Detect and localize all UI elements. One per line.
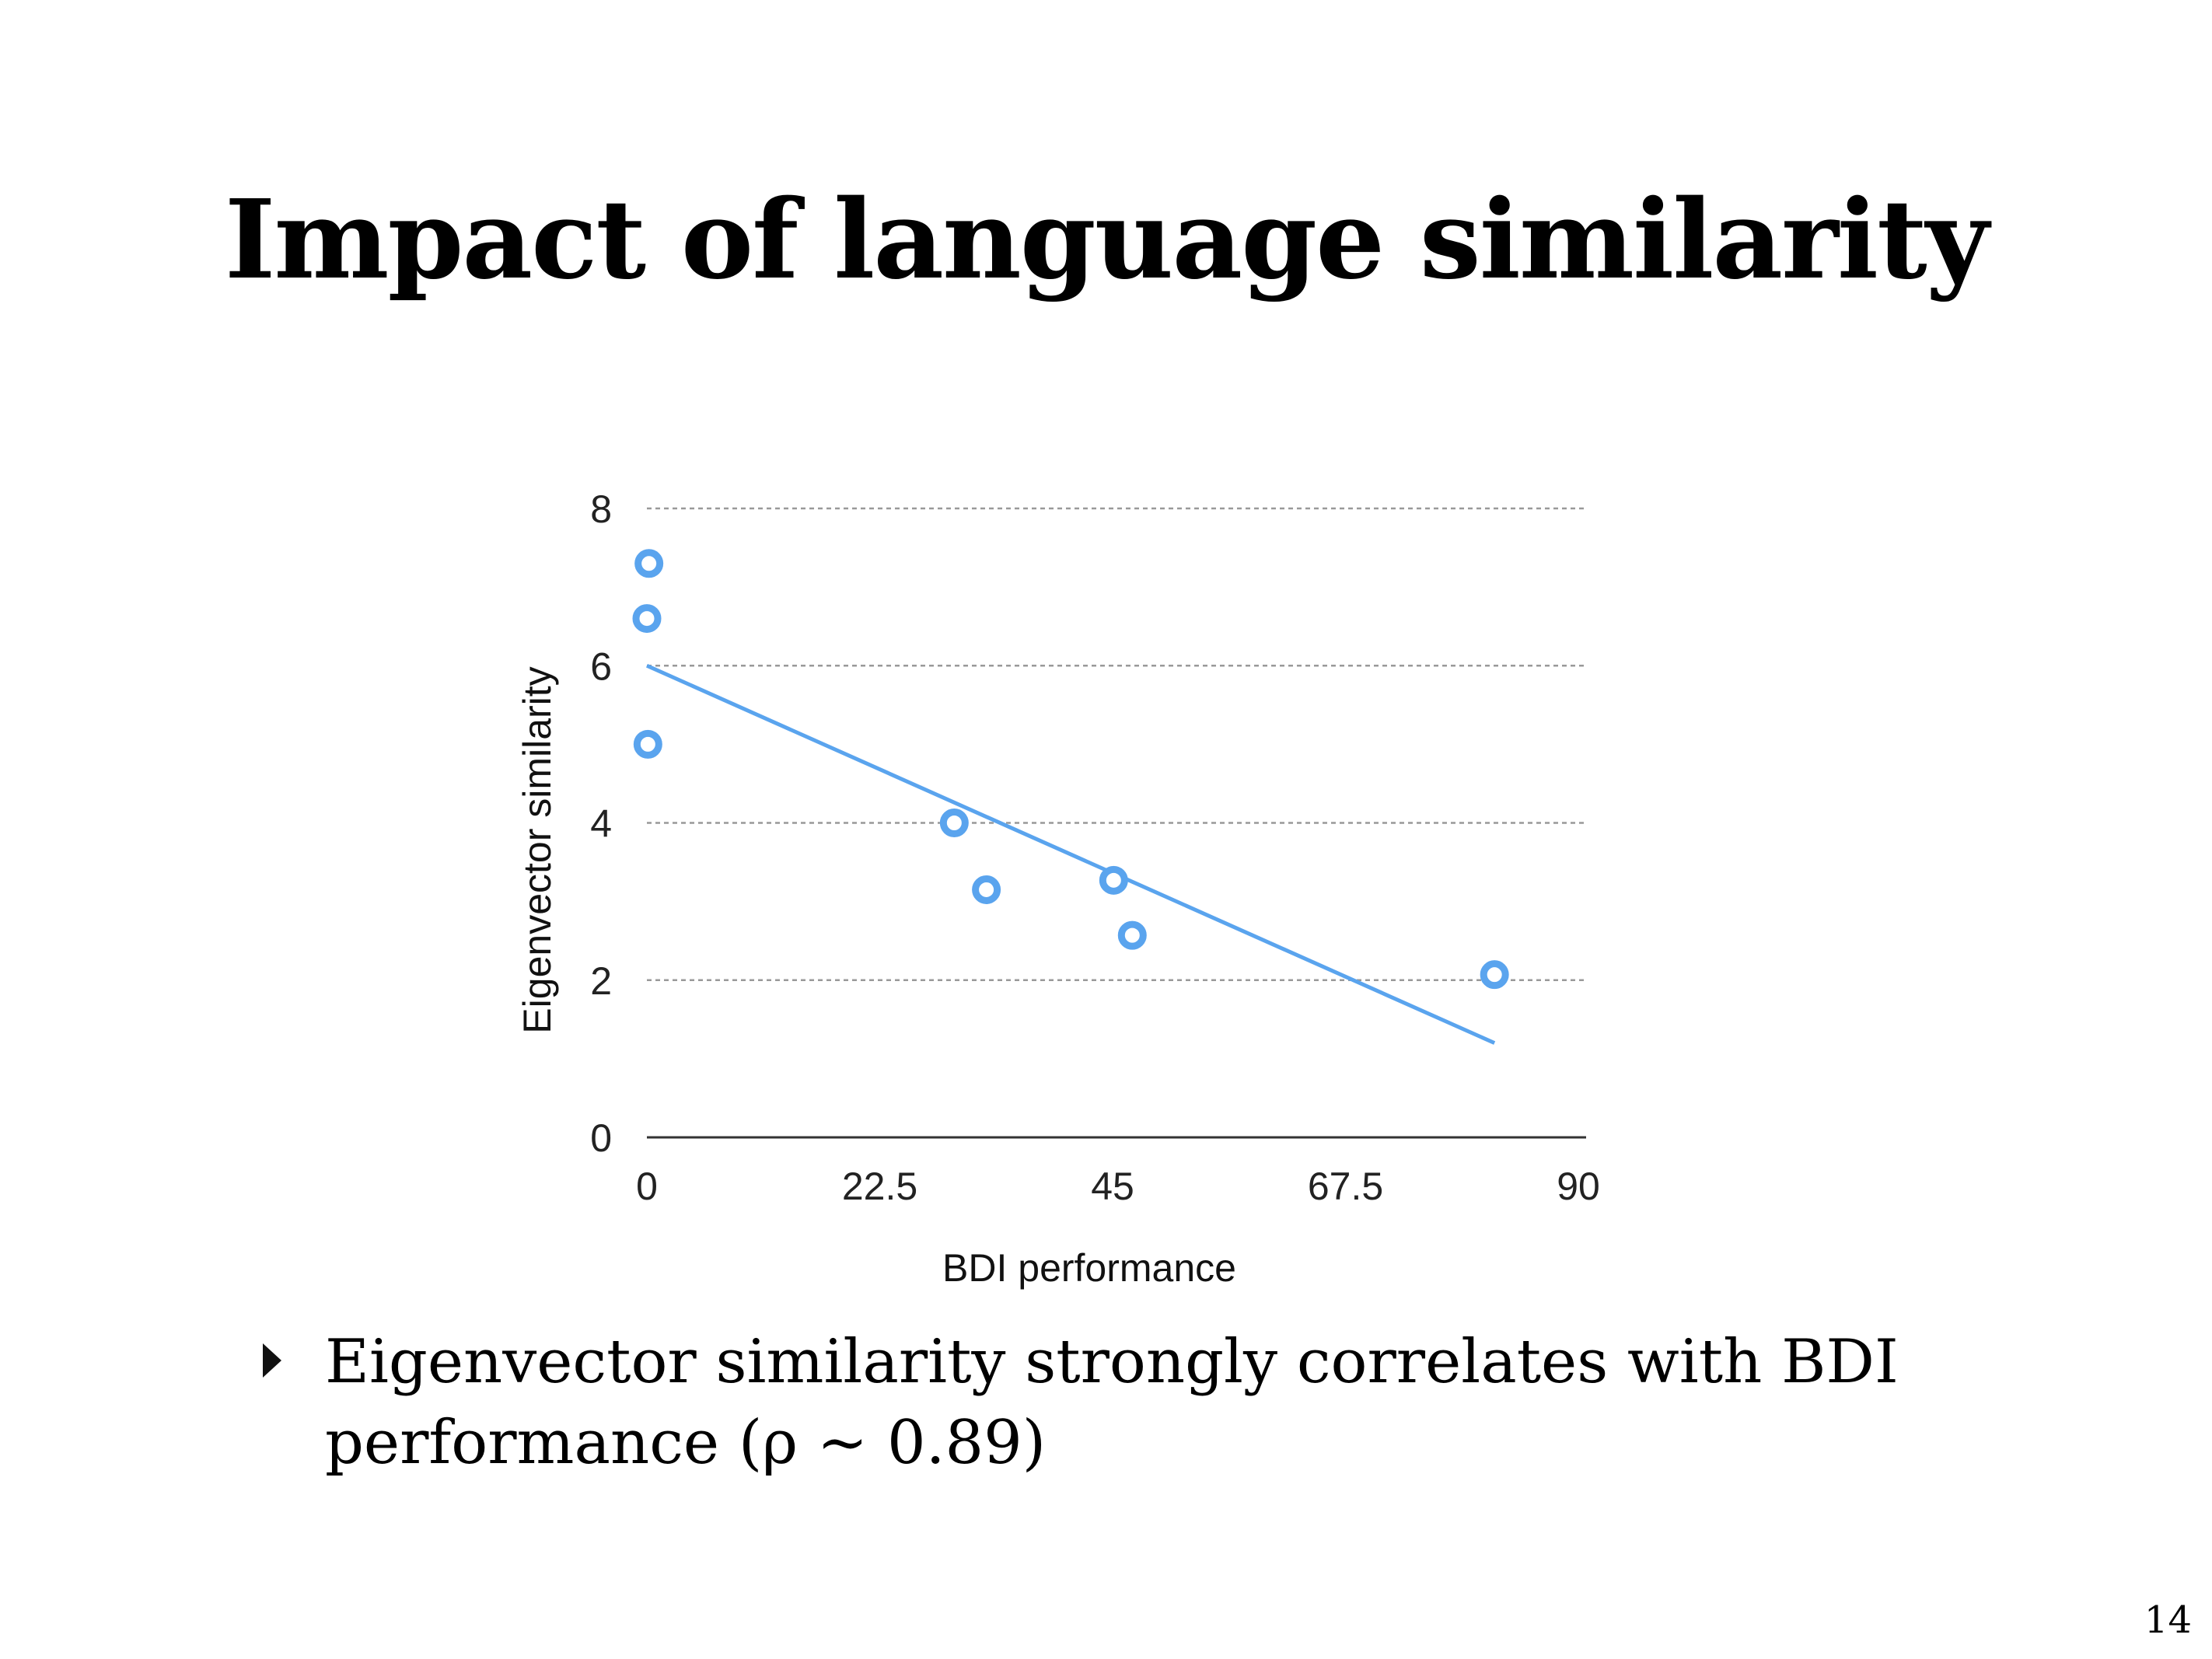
- data-point: [633, 729, 662, 759]
- x-axis-label: BDI performance: [942, 1246, 1236, 1290]
- y-tick-label: 4: [590, 802, 612, 846]
- data-point: [1480, 960, 1509, 990]
- x-tick-label: 90: [1557, 1165, 1600, 1208]
- scatter-chart: 0 2 4 6 8 0 22.5 45 67.5 90 BDI performance Eige…: [515, 487, 1600, 1290]
- y-tick-label: 6: [590, 644, 612, 688]
- y-tick-label: 2: [590, 959, 612, 1003]
- data-point: [1117, 920, 1147, 950]
- x-tick-label: 0: [636, 1165, 658, 1208]
- data-point: [1099, 865, 1128, 895]
- y-tick-labels: 0 2 4 6 8: [590, 487, 612, 1160]
- x-tick-label: 45: [1091, 1165, 1134, 1208]
- data-point: [939, 809, 969, 837]
- x-tick-label: 22.5: [842, 1165, 917, 1208]
- x-tick-label: 67.5: [1308, 1165, 1383, 1208]
- data-point: [972, 875, 1001, 904]
- data-point: [634, 549, 664, 578]
- slide-title: Impact of language similarity: [224, 176, 1989, 304]
- trend-line: [645, 663, 1496, 1045]
- data-point: [632, 604, 662, 634]
- grid-lines: [647, 507, 1586, 981]
- y-tick-label: 0: [590, 1116, 612, 1160]
- y-tick-label: 8: [590, 487, 612, 531]
- bullet-triangle-icon: [263, 1343, 281, 1378]
- x-tick-labels: 0 22.5 45 67.5 90: [636, 1165, 1600, 1208]
- y-axis-label: Eigenvector similarity: [515, 666, 559, 1033]
- page-number: 14: [2144, 1598, 2192, 1642]
- bullet-text: Eigenvector similarity strongly correlat…: [325, 1327, 1899, 1478]
- data-points: [632, 549, 1509, 990]
